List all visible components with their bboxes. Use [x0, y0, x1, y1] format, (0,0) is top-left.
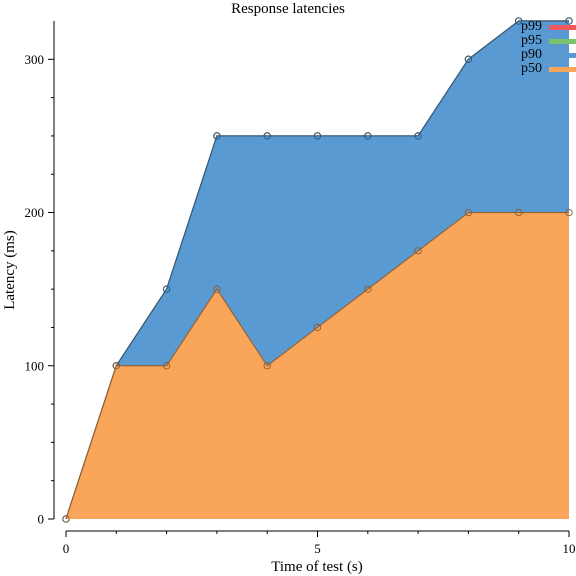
series-areas [62, 17, 573, 523]
legend-swatch [549, 39, 576, 44]
point-p90 [313, 132, 322, 140]
legend-label: p50 [521, 61, 542, 76]
point-p90 [213, 132, 221, 140]
point-p50 [565, 208, 573, 217]
y-tick-label: 300 [25, 52, 45, 67]
legend-label: p90 [521, 47, 542, 62]
legend-swatch [549, 67, 576, 72]
chart-title: Response latencies [231, 1, 345, 17]
point-p50 [62, 515, 70, 523]
point-p90 [263, 132, 271, 140]
legend-swatch [549, 25, 576, 30]
point-p90 [364, 132, 372, 140]
x-axis-title: Time of test (s) [271, 559, 363, 575]
y-tick-label: 200 [25, 205, 45, 220]
legend-label: p95 [521, 33, 542, 48]
point-p90 [565, 17, 573, 25]
y-axis-title: Latency (ms) [2, 230, 18, 310]
y-tick-label: 0 [38, 512, 45, 527]
point-p50 [364, 285, 372, 293]
legend-item-p95: p95 [521, 33, 576, 48]
point-p50 [162, 362, 171, 370]
point-p50 [515, 208, 523, 217]
point-p90 [162, 285, 171, 293]
y-tick-label: 100 [25, 358, 45, 373]
legend-item-p90: p90 [521, 47, 576, 62]
point-p90 [515, 17, 523, 25]
point-p50 [213, 285, 221, 293]
point-p50 [313, 323, 322, 332]
x-tick-label: 0 [63, 541, 70, 556]
point-p90 [464, 55, 473, 63]
point-p90 [414, 132, 422, 140]
legend-swatch [549, 53, 576, 58]
legend-item-p99: p99 [521, 19, 576, 34]
x-tick-label: 5 [314, 541, 321, 556]
line-p50 [65, 211, 569, 520]
area-p50 [66, 212, 569, 520]
series-p50 [62, 208, 573, 523]
x-tick-label: 10 [563, 541, 576, 556]
point-p50 [112, 362, 120, 370]
point-p50 [263, 362, 271, 370]
legend-label: p99 [521, 19, 542, 34]
axes: 0 100 200 300 0 5 10 [25, 21, 576, 556]
point-p50 [464, 208, 473, 217]
point-p50 [414, 247, 422, 255]
line-p90 [65, 20, 569, 520]
legend-item-p50: p50 [521, 61, 576, 76]
